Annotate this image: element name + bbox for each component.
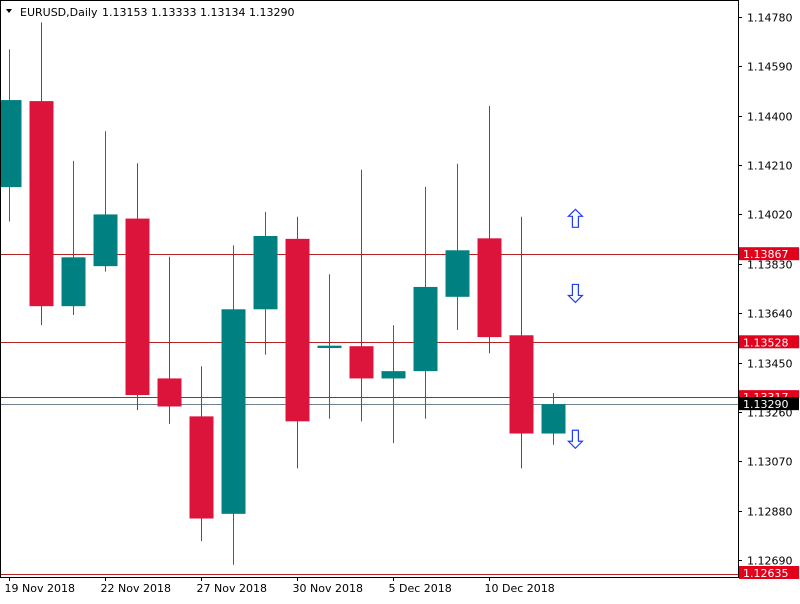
candle-3[interactable] — [93, 131, 118, 272]
y-tick-label: 1.14780 — [747, 12, 793, 25]
candle-1[interactable] — [29, 22, 54, 326]
x-tick-label: 30 Nov 2018 — [293, 582, 363, 595]
dropdown-triangle-icon[interactable] — [6, 9, 12, 13]
current-price-badge: 1.13290 — [739, 397, 799, 411]
y-tick-label: 1.14210 — [747, 160, 793, 173]
badge-label: 1.13290 — [743, 398, 789, 411]
candle-body — [221, 309, 246, 514]
x-tick-label: 5 Dec 2018 — [389, 582, 452, 595]
y-tick-label: 1.12880 — [747, 506, 793, 519]
candle-5[interactable] — [157, 256, 182, 424]
ohlc-label: 1.13153 1.13333 1.13134 1.13290 — [102, 6, 294, 19]
candle-body — [0, 100, 22, 188]
x-tick-label: 19 Nov 2018 — [5, 582, 75, 595]
arrow-down-icon[interactable] — [566, 283, 584, 304]
candle-12[interactable] — [381, 325, 406, 444]
symbol-label: EURUSD,Daily — [20, 6, 98, 19]
x-tick-label: 27 Nov 2018 — [197, 582, 267, 595]
candle-body — [29, 101, 54, 307]
candle-10[interactable] — [317, 274, 342, 419]
candles — [0, 22, 566, 565]
candle-body — [477, 238, 502, 338]
x-tick-label: 22 Nov 2018 — [101, 582, 171, 595]
candle-9[interactable] — [285, 216, 310, 469]
candle-15[interactable] — [477, 106, 502, 354]
candle-body — [61, 257, 86, 307]
level-badge: 1.12635 — [739, 566, 799, 580]
candle-17[interactable] — [541, 392, 566, 445]
y-tick-label: 1.14590 — [747, 61, 793, 74]
y-tick-label: 1.12690 — [747, 555, 793, 568]
badge-label: 1.13528 — [743, 336, 789, 349]
badge-label: 1.13867 — [743, 248, 789, 261]
candle-body — [381, 371, 406, 379]
plot-frame — [0, 0, 739, 578]
candle-body — [349, 346, 374, 379]
y-tick-label: 1.13070 — [747, 456, 793, 469]
y-tick-label: 1.14400 — [747, 111, 793, 124]
candle-body — [413, 286, 438, 372]
candle-body — [285, 238, 310, 422]
candle-2[interactable] — [61, 160, 86, 316]
candle-body — [317, 345, 342, 349]
candle-14[interactable] — [445, 163, 470, 330]
candle-16[interactable] — [509, 216, 534, 469]
y-axis: 1.14780 1.14590 1.14400 1.14210 1.14020 1.138… — [738, 12, 793, 568]
candle-6[interactable] — [189, 366, 214, 542]
y-tick-label: 1.13830 — [747, 259, 793, 272]
candle-body — [445, 250, 470, 297]
candle-body — [541, 404, 566, 434]
arrow-up-icon[interactable] — [566, 208, 584, 228]
x-tick-label: 10 Dec 2018 — [485, 582, 555, 595]
arrow-down-icon[interactable] — [566, 429, 584, 450]
candle-4[interactable] — [125, 163, 150, 411]
badge-label: 1.12635 — [743, 567, 789, 580]
horizontal-levels — [0, 254, 738, 575]
candle-11[interactable] — [349, 169, 374, 422]
arrow-annotations — [566, 208, 584, 450]
y-tick-label: 1.13640 — [747, 308, 793, 321]
candle-13[interactable] — [413, 186, 438, 419]
candle-body — [125, 218, 150, 396]
candle-body — [189, 416, 214, 519]
candle-0[interactable] — [0, 49, 22, 222]
y-tick-label: 1.14020 — [747, 209, 793, 222]
chart-header: EURUSD,Daily 1.13153 1.13333 1.13134 1.1… — [6, 6, 294, 19]
candle-body — [509, 335, 534, 434]
level-badge: 1.13528 — [739, 335, 799, 349]
candle-body — [253, 235, 278, 310]
x-axis: 19 Nov 2018 22 Nov 2018 27 Nov 2018 30 Nov … — [5, 577, 555, 595]
candle-8[interactable] — [253, 211, 278, 355]
y-tick-label: 1.13450 — [747, 358, 793, 371]
level-badge: 1.13867 — [739, 247, 799, 261]
candle-body — [157, 378, 182, 407]
candle-7[interactable] — [221, 245, 246, 565]
candle-body — [93, 214, 118, 267]
